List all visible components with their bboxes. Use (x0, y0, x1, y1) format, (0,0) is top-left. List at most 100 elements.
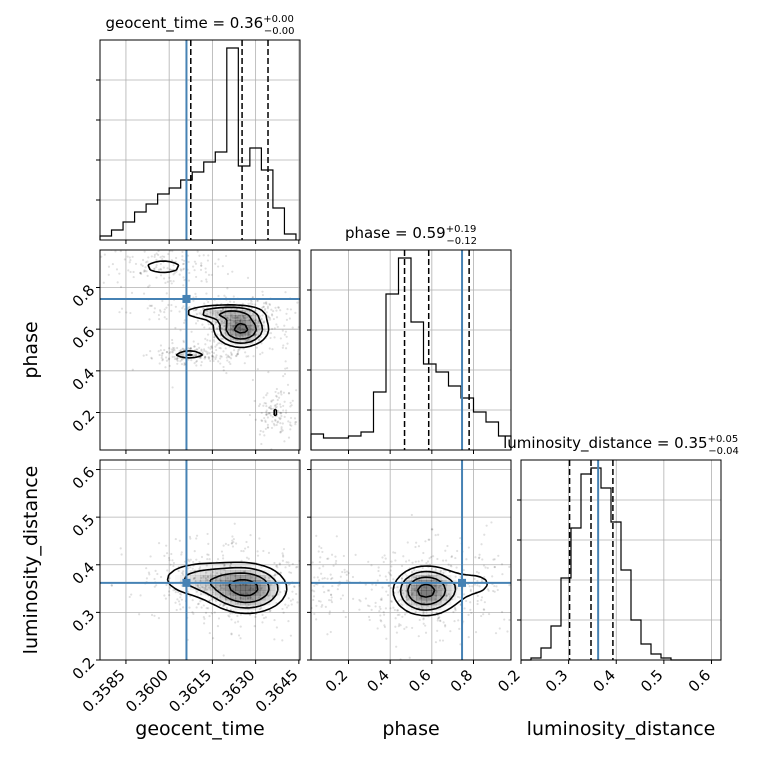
density-cell (210, 575, 216, 581)
sample-point (229, 300, 232, 303)
sample-point (259, 594, 262, 597)
sample-point (201, 323, 204, 326)
sample-point (240, 549, 243, 553)
density-cell (240, 585, 246, 591)
sample-point (289, 428, 292, 431)
sample-point (207, 356, 210, 359)
sample-point (222, 325, 226, 328)
sample-point (434, 534, 437, 537)
density-cell (185, 575, 191, 581)
sample-point (334, 555, 337, 558)
sample-point (318, 545, 321, 548)
density-cell (260, 320, 266, 326)
sample-point (389, 586, 393, 590)
density-cell (185, 570, 191, 576)
sample-point (279, 571, 282, 574)
sample-point (236, 319, 239, 322)
sample-point (467, 546, 470, 549)
sample-point (194, 352, 197, 356)
sample-point (334, 562, 337, 565)
sample-point (172, 348, 175, 351)
sample-point (230, 632, 233, 635)
sample-point (219, 357, 222, 360)
sample-point (195, 313, 199, 316)
sample-point (290, 404, 293, 407)
sample-point (434, 598, 437, 601)
sample-point (141, 258, 145, 262)
sample-point (516, 589, 518, 591)
sample-point (483, 533, 486, 536)
sample-point (229, 318, 232, 321)
sample-point (270, 308, 273, 311)
sample-point (198, 567, 201, 570)
panel-frame (99, 459, 301, 661)
density-cell (260, 315, 265, 320)
sample-point (246, 335, 250, 338)
sample-point (191, 567, 194, 570)
sample-point (453, 619, 456, 623)
sample-point (220, 320, 224, 323)
sample-point (200, 360, 203, 364)
sample-point (145, 270, 148, 273)
density-cell (441, 595, 447, 601)
sample-point (322, 565, 325, 568)
sample-point (313, 612, 316, 616)
sample-point (225, 353, 228, 356)
sample-point (247, 332, 250, 335)
sample-point (390, 574, 393, 577)
sample-point (387, 584, 390, 587)
sample-point (474, 631, 478, 634)
sample-point (262, 617, 266, 620)
sample-point (276, 402, 279, 406)
sample-point (272, 422, 275, 425)
sample-point (428, 563, 431, 566)
sample-point (235, 334, 238, 337)
sample-point (427, 538, 430, 541)
sample-point (312, 598, 315, 602)
density-cell (411, 590, 417, 596)
sample-point (218, 603, 221, 607)
sample-point (181, 250, 184, 254)
sample-point (182, 262, 186, 265)
x-tick-label: 0.5 (637, 666, 667, 696)
sample-point (200, 606, 203, 609)
density-cell (436, 570, 442, 576)
sample-point (425, 586, 428, 589)
sample-point (204, 356, 207, 359)
sample-point (220, 337, 223, 341)
sample-point (246, 276, 250, 280)
density-cell (195, 565, 200, 570)
y-tick-label: 0.3 (69, 606, 99, 636)
sample-point (317, 599, 321, 603)
sample-point (287, 436, 291, 439)
density-cell (230, 590, 236, 596)
sample-point (414, 587, 417, 590)
density-cell (240, 315, 246, 321)
sample-point (345, 573, 348, 576)
sample-point (206, 557, 209, 561)
sample-point (203, 302, 206, 305)
sample-point (119, 547, 122, 550)
sample-point (330, 553, 334, 556)
sample-point (454, 609, 457, 612)
density-cell (195, 570, 201, 576)
sample-point (229, 596, 233, 599)
sample-point (211, 330, 214, 333)
sample-point (261, 314, 264, 317)
sample-point (288, 317, 291, 320)
sample-point (289, 401, 292, 404)
sample-point (214, 321, 217, 324)
sample-point (258, 537, 261, 540)
sample-point (405, 626, 408, 629)
sample-point (132, 275, 135, 279)
x-tick-label: 0.3 (542, 666, 572, 696)
sample-point (248, 318, 251, 322)
sample-point (269, 414, 272, 417)
sample-point (331, 584, 334, 588)
title-upper-error: +0.00 (263, 14, 294, 25)
sample-point (235, 322, 238, 325)
sample-point (181, 573, 185, 576)
sample-point (390, 560, 393, 563)
density-cell (240, 335, 246, 341)
sample-point (327, 557, 330, 560)
